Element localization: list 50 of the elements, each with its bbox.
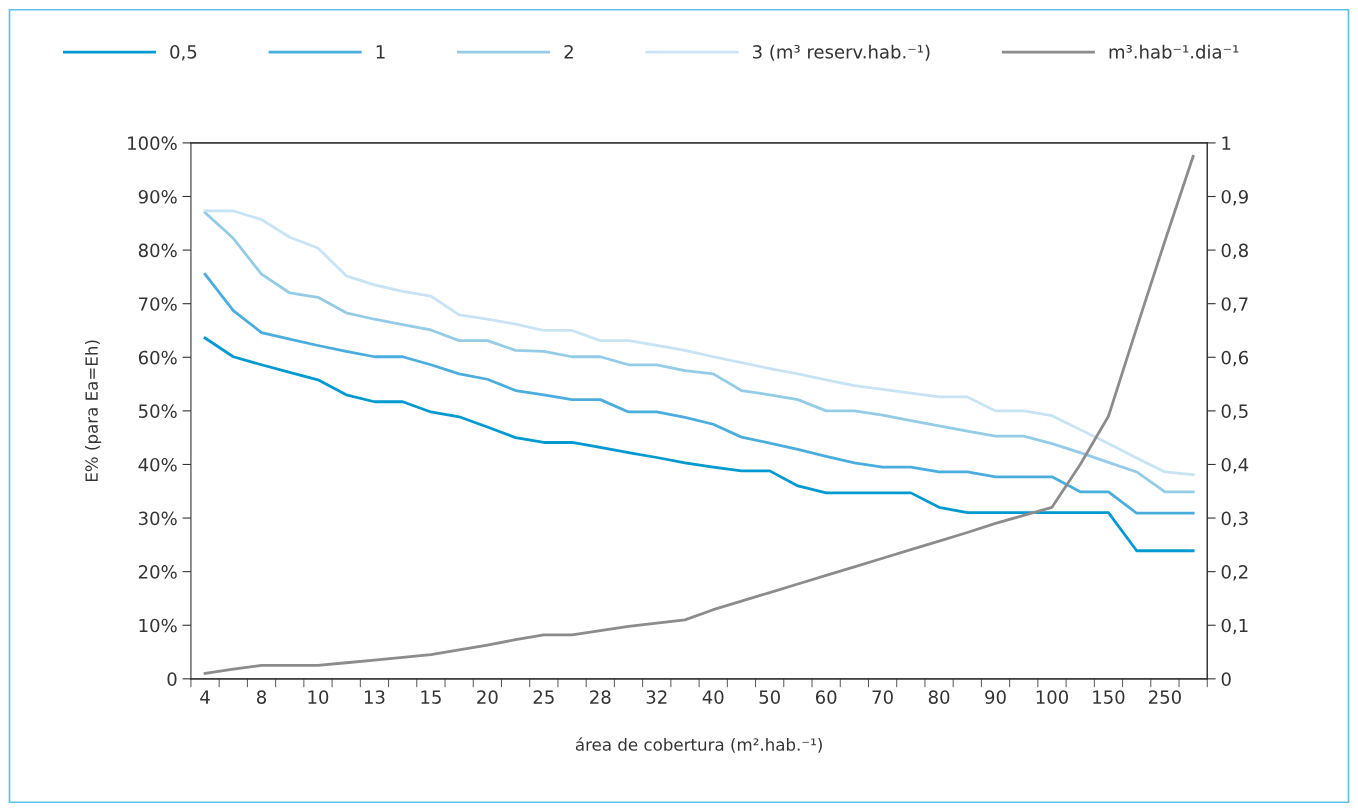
legend-label: 3 (m³ reserv.hab.⁻¹)	[752, 44, 930, 61]
legend-label: 1	[376, 45, 385, 59]
x-tick-label: 40	[702, 690, 724, 704]
x-tick-label: 28	[590, 690, 611, 704]
x-tick-label: 32	[646, 690, 667, 704]
y2-tick-label: 0,9	[1221, 189, 1248, 206]
legend-label: 0,5	[170, 44, 197, 61]
y2-tick-label: 0,1	[1221, 618, 1248, 635]
y-tick-label: 20%	[138, 565, 177, 579]
y2-tick-label: 0,2	[1221, 565, 1248, 581]
y-tick-label: 30%	[138, 511, 177, 526]
y-axis-title: E% (para Ea=Eh)	[84, 340, 102, 482]
legend-label: m³.hab⁻¹.dia⁻¹	[1109, 44, 1239, 59]
y2-tick-label: 0,8	[1221, 243, 1248, 260]
y-tick-label: 40%	[138, 457, 177, 472]
line-series	[203, 272, 1195, 515]
x-tick-label: 15	[421, 690, 441, 704]
x-axis-title: área de cobertura (m².hab.⁻¹)	[575, 737, 822, 753]
y-tick-label: 0	[167, 672, 177, 686]
x-tick-label: 250	[1149, 690, 1181, 704]
x-tick-label: 90	[985, 690, 1006, 704]
y-tick-label: 50%	[139, 404, 177, 418]
y-tick-label: 100%	[128, 136, 177, 151]
line-series	[203, 154, 1195, 675]
x-tick-label: 13	[364, 690, 385, 704]
y2-tick-label: 0	[1221, 672, 1231, 686]
x-tick-label: 10	[308, 690, 329, 704]
y2-tick-label: 0,6	[1221, 350, 1249, 367]
x-tick-label: 8	[256, 690, 267, 704]
y2-tick-label: 0,5	[1221, 404, 1248, 420]
x-tick-label: 4	[200, 690, 210, 704]
x-tick-label: 70	[872, 690, 893, 704]
y-tick-label: 10%	[139, 618, 177, 633]
x-tick-label: 80	[928, 690, 950, 704]
y2-tick-label: 0,7	[1221, 297, 1248, 313]
y-tick-label: 60%	[138, 350, 177, 365]
y2-tick-label: 1	[1222, 136, 1231, 150]
y-tick-label: 80%	[138, 243, 177, 258]
legend-label: 2	[564, 44, 573, 59]
y2-tick-label: 0,3	[1221, 511, 1248, 528]
x-tick-label: 25	[533, 690, 554, 704]
x-tick-label: 100	[1036, 690, 1069, 704]
x-tick-label: 20	[477, 690, 498, 704]
line-series	[203, 336, 1195, 553]
y-tick-label: 90%	[138, 189, 177, 204]
x-tick-label: 150	[1093, 690, 1125, 704]
y-tick-label: 70%	[139, 297, 177, 311]
y2-tick-label: 0,4	[1221, 457, 1249, 474]
x-tick-label: 60	[815, 690, 837, 704]
x-tick-label: 50	[759, 690, 780, 704]
